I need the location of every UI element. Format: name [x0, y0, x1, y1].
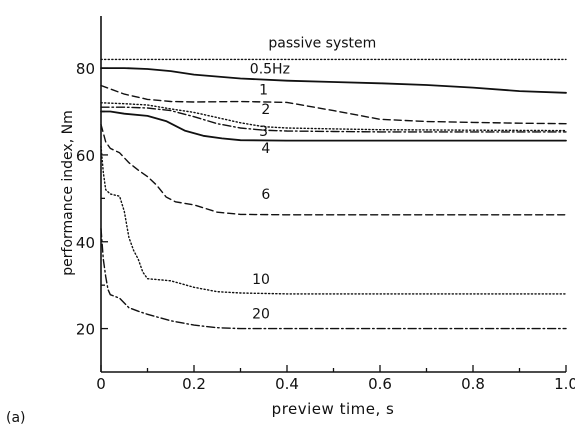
x-tick-label: 0.6 — [368, 375, 392, 393]
series-label-10: 10 — [252, 272, 270, 288]
y-tick-label: 20 — [76, 321, 95, 339]
series-labels: passive system 0.5Hz 1 2 34 6 10 20 — [250, 36, 377, 323]
series-label-20: 20 — [252, 307, 270, 323]
series-label-0-5hz: 0.5Hz — [250, 62, 290, 78]
x-tick-label: 0.4 — [275, 375, 299, 393]
x-tick-label: 0.8 — [461, 375, 485, 393]
axes: 20 40 60 80 0 0.2 0.4 0.6 0.8 1.0 — [76, 16, 575, 393]
series-line-3 — [100, 106, 567, 133]
series-line-10 — [100, 145, 567, 295]
series-label-4: 4 — [261, 141, 270, 157]
x-tick-label: 0.2 — [182, 375, 206, 393]
series-label-3: 3 — [259, 124, 268, 140]
series-label-passive-system: passive system — [268, 36, 376, 52]
series-line-6 — [100, 123, 567, 216]
y-tick-label: 40 — [76, 234, 95, 252]
series-line-2 — [100, 102, 567, 132]
series-layer — [100, 58, 567, 330]
panel-label: (a) — [6, 410, 26, 426]
series-line-4 — [100, 110, 567, 142]
y-axis-label: performance index, Nm — [60, 110, 76, 275]
x-axis-label: preview time, s — [272, 400, 395, 418]
y-tick-label: 80 — [76, 60, 95, 78]
series-line-1 — [100, 84, 567, 125]
y-tick-label: 60 — [76, 147, 95, 165]
series-line-0-5hz — [100, 67, 567, 94]
x-tick-label: 1.0 — [554, 375, 575, 393]
series-label-1: 1 — [259, 83, 268, 99]
series-line-20 — [100, 227, 567, 330]
series-label-2: 2 — [261, 102, 270, 118]
series-label-6: 6 — [261, 187, 270, 203]
x-tick-label: 0 — [96, 375, 106, 393]
